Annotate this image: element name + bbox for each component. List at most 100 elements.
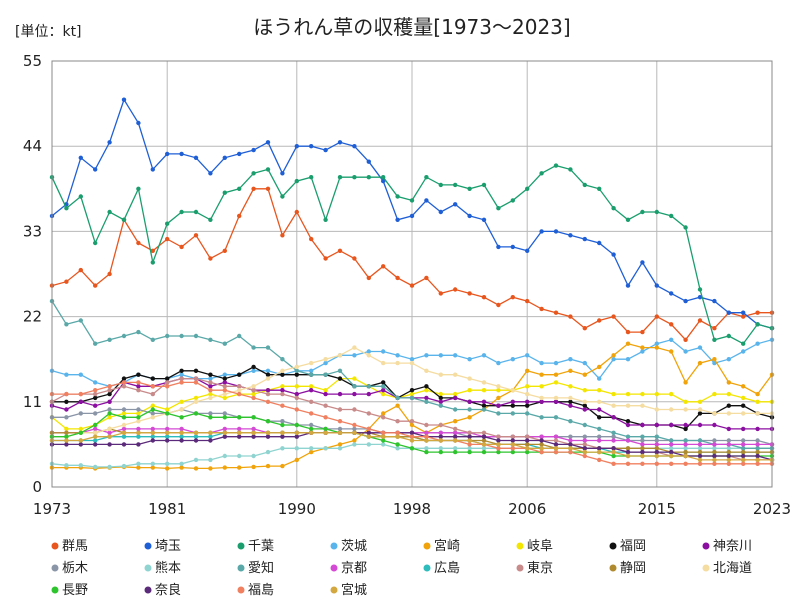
data-point xyxy=(438,395,443,401)
data-point xyxy=(179,465,184,470)
legend-marker xyxy=(609,542,617,550)
data-point xyxy=(366,411,371,416)
data-point xyxy=(193,376,199,381)
data-point xyxy=(611,449,616,455)
data-point xyxy=(193,155,199,160)
data-point xyxy=(424,198,429,203)
data-point xyxy=(78,399,84,404)
data-point xyxy=(568,403,573,408)
data-point xyxy=(165,333,170,339)
data-point xyxy=(251,345,256,350)
data-point xyxy=(64,407,69,412)
data-point xyxy=(222,190,227,195)
data-point xyxy=(553,395,559,401)
data-point xyxy=(395,360,400,366)
data-point xyxy=(337,248,343,253)
data-point xyxy=(640,209,645,215)
legend-label: 茨城 xyxy=(341,539,367,554)
data-point xyxy=(395,430,400,435)
data-point xyxy=(453,449,458,455)
data-point xyxy=(424,175,429,180)
data-point xyxy=(669,453,674,459)
data-point xyxy=(251,364,256,370)
data-point xyxy=(150,411,155,416)
data-point xyxy=(64,463,69,468)
data-point xyxy=(597,434,602,439)
data-point xyxy=(683,422,688,428)
data-point xyxy=(179,430,184,435)
data-point xyxy=(107,337,112,342)
legend-item: 宮城 xyxy=(330,582,367,598)
data-point xyxy=(597,438,602,443)
data-point xyxy=(121,415,127,420)
data-point xyxy=(165,376,170,381)
data-point xyxy=(323,256,328,261)
legend-item: 宮崎 xyxy=(423,538,460,554)
data-point xyxy=(453,395,458,401)
data-point xyxy=(640,345,645,350)
data-point xyxy=(381,384,386,389)
data-point xyxy=(179,380,184,385)
data-point xyxy=(337,376,343,381)
data-point xyxy=(337,419,343,424)
data-point xyxy=(352,438,357,443)
data-point xyxy=(323,430,328,435)
data-point xyxy=(337,430,343,435)
data-point xyxy=(93,167,98,172)
data-point xyxy=(294,391,299,397)
data-point xyxy=(424,438,429,443)
data-point xyxy=(683,399,688,404)
data-point xyxy=(64,279,69,284)
data-point xyxy=(107,271,112,277)
data-point xyxy=(78,372,84,377)
data-point xyxy=(208,380,213,385)
data-point xyxy=(121,422,127,428)
data-point xyxy=(712,422,717,428)
data-point xyxy=(481,380,487,385)
data-point xyxy=(323,446,328,451)
data-point xyxy=(64,391,69,397)
data-point xyxy=(481,217,487,222)
data-point xyxy=(755,438,760,443)
data-point xyxy=(381,360,386,366)
data-point xyxy=(697,345,703,350)
data-point xyxy=(409,395,415,401)
data-point xyxy=(237,151,242,157)
data-point xyxy=(265,388,271,393)
data-point xyxy=(553,438,559,443)
data-point xyxy=(712,326,717,331)
data-point xyxy=(683,225,688,230)
data-point xyxy=(265,463,271,469)
data-point xyxy=(136,384,141,389)
data-point xyxy=(467,186,472,191)
data-point xyxy=(755,446,760,451)
data-point xyxy=(222,430,227,435)
data-point xyxy=(337,368,343,373)
data-point xyxy=(438,372,443,377)
data-point xyxy=(424,430,429,435)
data-point xyxy=(222,411,227,416)
data-point xyxy=(481,449,487,455)
data-point xyxy=(467,446,472,451)
data-point xyxy=(726,461,731,466)
data-point xyxy=(467,213,472,219)
data-point xyxy=(78,155,84,160)
data-point xyxy=(409,360,415,366)
data-point xyxy=(208,415,213,420)
data-point xyxy=(107,209,112,215)
data-point xyxy=(265,419,271,424)
data-point xyxy=(323,388,328,393)
data-point xyxy=(179,244,184,250)
data-point xyxy=(625,329,631,335)
data-point xyxy=(165,236,170,242)
data-point xyxy=(712,337,717,342)
legend-item: 熊本 xyxy=(144,560,181,576)
data-point xyxy=(597,407,602,412)
data-point xyxy=(712,357,717,362)
data-point xyxy=(453,438,458,443)
series-宮城 xyxy=(49,430,775,463)
data-point xyxy=(381,380,386,385)
data-point xyxy=(539,434,544,439)
legend-marker xyxy=(330,586,338,594)
data-point xyxy=(366,275,371,281)
